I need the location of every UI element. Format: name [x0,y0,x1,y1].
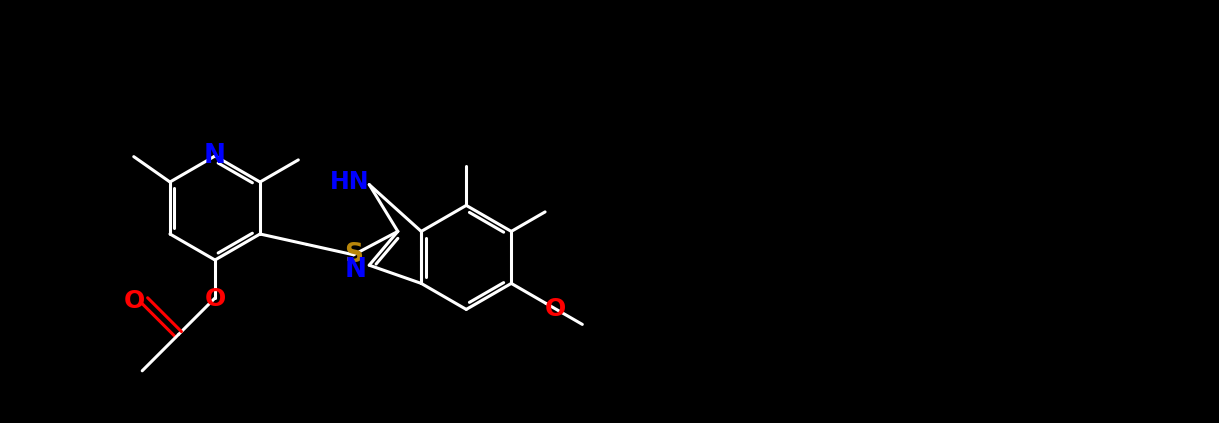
Text: HN: HN [329,170,369,194]
Text: O: O [124,288,145,313]
Text: N: N [344,257,366,283]
Text: O: O [205,287,226,311]
Text: S: S [344,242,363,268]
Text: N: N [204,143,226,169]
Text: O: O [545,297,566,321]
